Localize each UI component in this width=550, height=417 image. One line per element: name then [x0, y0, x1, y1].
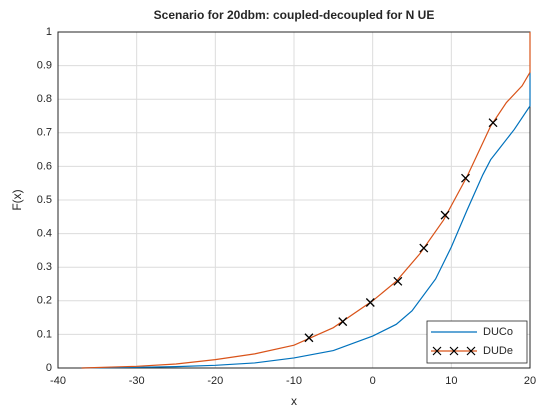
marker-cross	[440, 210, 450, 220]
y-tick-label: 0.5	[37, 194, 52, 206]
x-tick-label: -10	[286, 375, 302, 387]
x-axis-label: x	[291, 394, 297, 408]
marker-cross	[304, 333, 314, 343]
y-tick-label: 1	[46, 26, 52, 38]
legend-marker	[449, 346, 459, 356]
marker	[365, 298, 375, 307]
legend-marker	[466, 346, 476, 356]
y-tick-label: 0.6	[37, 160, 52, 172]
x-tick-label: 20	[524, 375, 536, 387]
x-tick-label: -20	[207, 375, 223, 387]
x-tick-label: 10	[445, 375, 457, 387]
legend-label: DUCo	[483, 326, 513, 338]
x-tick-label: -30	[129, 375, 145, 387]
series-line	[81, 32, 531, 369]
x-tick-label: -40	[50, 375, 66, 387]
marker-cross	[488, 118, 498, 128]
series-line	[81, 72, 531, 369]
marker	[393, 276, 403, 286]
y-tick-label: 0.7	[37, 127, 52, 139]
marker	[419, 243, 429, 253]
y-tick-label: 0	[46, 362, 52, 374]
marker-cross	[365, 298, 375, 307]
legend: DUCo DUDe	[426, 320, 528, 364]
marker	[338, 317, 348, 327]
marker	[488, 118, 498, 128]
marker	[461, 173, 470, 183]
y-tick-label: 0.3	[37, 261, 52, 273]
y-tick-label: 0.4	[37, 228, 52, 240]
marker-cross	[338, 317, 348, 327]
marker-cross	[419, 243, 429, 253]
marker	[304, 333, 314, 343]
marker-cross	[393, 276, 403, 286]
legend-marker	[432, 346, 442, 356]
legend-label: DUDe	[483, 345, 513, 357]
y-tick-label: 0.8	[37, 93, 52, 105]
marker	[440, 210, 450, 220]
x-tick-label: 0	[370, 375, 376, 387]
marker-cross	[461, 173, 470, 183]
y-tick-label: 0.9	[37, 60, 52, 72]
y-tick-label: 0.2	[37, 295, 52, 307]
y-tick-label: 0.1	[37, 328, 52, 340]
legend-box	[426, 320, 528, 364]
plot-frame	[57, 31, 531, 369]
y-axis-label: F(x)	[10, 189, 24, 210]
chart-title: Scenario for 20dbm: coupled-decoupled fo…	[154, 8, 435, 22]
